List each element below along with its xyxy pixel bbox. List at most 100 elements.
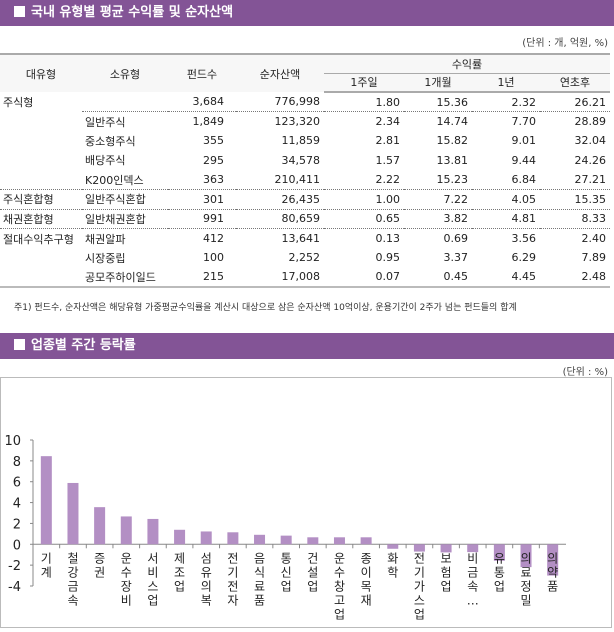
y-tick-label: -4 bbox=[8, 580, 21, 595]
bar bbox=[120, 516, 132, 545]
fund-count: 3,684 bbox=[192, 95, 225, 108]
minor-type: 일반채권혼합 bbox=[82, 208, 168, 229]
minor-type: 채권알파 bbox=[82, 228, 168, 248]
fund-count: 991 bbox=[168, 208, 236, 229]
bar bbox=[493, 544, 505, 561]
minor-type: 일반주식 bbox=[82, 111, 168, 131]
section-header-sector: 업종별 주간 등락률 bbox=[0, 333, 614, 359]
return-ytd: 7.89 bbox=[581, 251, 607, 265]
header-1m: 1개월 bbox=[404, 73, 472, 93]
bar bbox=[413, 544, 425, 552]
section-header-returns: 국내 유형별 평균 수익률 및 순자산액 bbox=[0, 0, 614, 26]
bar bbox=[387, 544, 399, 549]
bar bbox=[520, 544, 532, 568]
return-1y: 7.70 bbox=[472, 111, 540, 131]
return-1y: 3.56 bbox=[472, 228, 540, 248]
return-1w: 2.34 bbox=[324, 111, 404, 131]
header-ytd: 연초후 bbox=[540, 73, 610, 93]
header-assets: 순자산액 bbox=[236, 53, 324, 92]
minor-type: K200인덱스 bbox=[85, 173, 144, 187]
fund-count: 363 bbox=[203, 173, 224, 186]
major-type bbox=[0, 267, 82, 288]
return-1m: 15.82 bbox=[436, 134, 469, 148]
return-1m: 0.45 bbox=[404, 267, 472, 288]
return-ytd: 15.35 bbox=[540, 189, 610, 209]
bar bbox=[227, 532, 239, 545]
net-assets: 2,252 bbox=[288, 251, 321, 265]
table-row: 배당주식 295 34,578 1.57 13.81 9.44 24.26 bbox=[0, 151, 610, 171]
major-type: 절대수익추구형 bbox=[0, 228, 82, 248]
bar bbox=[94, 507, 106, 545]
fund-count: 100 bbox=[203, 251, 224, 265]
fund-count: 1,849 bbox=[168, 111, 236, 131]
bar bbox=[200, 531, 212, 545]
table-row: 절대수익추구형 채권알파 412 13,641 0.13 0.69 3.56 2.40 bbox=[0, 228, 610, 248]
fund-count: 215 bbox=[168, 267, 236, 288]
net-assets: 34,578 bbox=[281, 153, 321, 167]
return-ytd: 2.48 bbox=[540, 267, 610, 288]
bar bbox=[147, 518, 159, 545]
net-assets: 26,435 bbox=[236, 189, 324, 209]
table-row: 주식형 3,684 776,998 1.80 15.36 2.32 26.21 bbox=[0, 92, 610, 112]
return-1m: 7.22 bbox=[404, 189, 472, 209]
y-tick-label: 2 bbox=[13, 517, 21, 532]
section-title: 업종별 주간 등락률 bbox=[31, 338, 136, 353]
minor-type: 시장중립 bbox=[85, 251, 126, 265]
net-assets: 210,411 bbox=[274, 173, 321, 186]
sector-chart: 10 8 6 4 2 0 -2 -4 기 계 철 강 금 속 증 권 운 수 장 비 서 비 스 업 제 조 업 섬 유 의 복 전 기 전 자 음 식… bbox=[0, 377, 612, 628]
header-1w: 1주일 bbox=[324, 73, 404, 93]
header-returns: 수익률 bbox=[324, 53, 610, 74]
y-tick-label: 4 bbox=[13, 497, 21, 512]
return-1w: 1.00 bbox=[324, 189, 404, 209]
header-1y: 1년 bbox=[472, 73, 540, 93]
bar bbox=[307, 537, 319, 545]
net-assets: 776,998 bbox=[274, 95, 321, 108]
major-type bbox=[0, 131, 82, 151]
y-tick-label: 8 bbox=[13, 455, 21, 470]
y-tick-label: -2 bbox=[8, 559, 21, 574]
return-1y: 9.01 bbox=[511, 134, 537, 148]
major-type: 주식형 bbox=[3, 95, 34, 109]
net-assets: 13,641 bbox=[236, 228, 324, 248]
return-1w: 2.81 bbox=[375, 134, 401, 148]
table-row: 채권혼합형 일반채권혼합 991 80,659 0.65 3.82 4.81 8.33 bbox=[0, 208, 610, 229]
bar bbox=[254, 534, 266, 545]
bar bbox=[174, 529, 186, 545]
table-row: K200인덱스 363 210,411 2.22 15.23 6.84 27.21 bbox=[0, 170, 610, 190]
return-1m: 0.69 bbox=[404, 228, 472, 248]
bar bbox=[280, 535, 292, 545]
square-icon bbox=[14, 339, 25, 350]
header-major: 대유형 bbox=[0, 53, 82, 92]
bar bbox=[360, 537, 372, 545]
y-tick-label: 6 bbox=[13, 476, 21, 491]
return-ytd: 27.21 bbox=[574, 173, 607, 186]
major-type bbox=[0, 248, 82, 268]
major-type bbox=[0, 170, 82, 190]
return-1m: 3.82 bbox=[404, 208, 472, 229]
return-1m: 13.81 bbox=[436, 153, 469, 167]
minor-type: 일반주식혼합 bbox=[82, 189, 168, 209]
unit-label: (단위 : 개, 억원, %) bbox=[522, 38, 608, 49]
return-ytd: 26.21 bbox=[574, 95, 607, 109]
major-type bbox=[0, 112, 82, 132]
x-tick-label: 비 금 속… bbox=[467, 551, 479, 607]
return-1y: 6.29 bbox=[511, 251, 537, 265]
table-row: 주식혼합형 일반주식혼합 301 26,435 1.00 7.22 4.05 15.35 bbox=[0, 189, 610, 209]
bar bbox=[333, 537, 345, 545]
y-tick-label: 0 bbox=[13, 538, 21, 553]
net-assets: 17,008 bbox=[236, 267, 324, 288]
bar bbox=[547, 544, 559, 576]
return-1w: 1.57 bbox=[375, 153, 401, 167]
return-ytd: 32.04 bbox=[574, 134, 607, 148]
